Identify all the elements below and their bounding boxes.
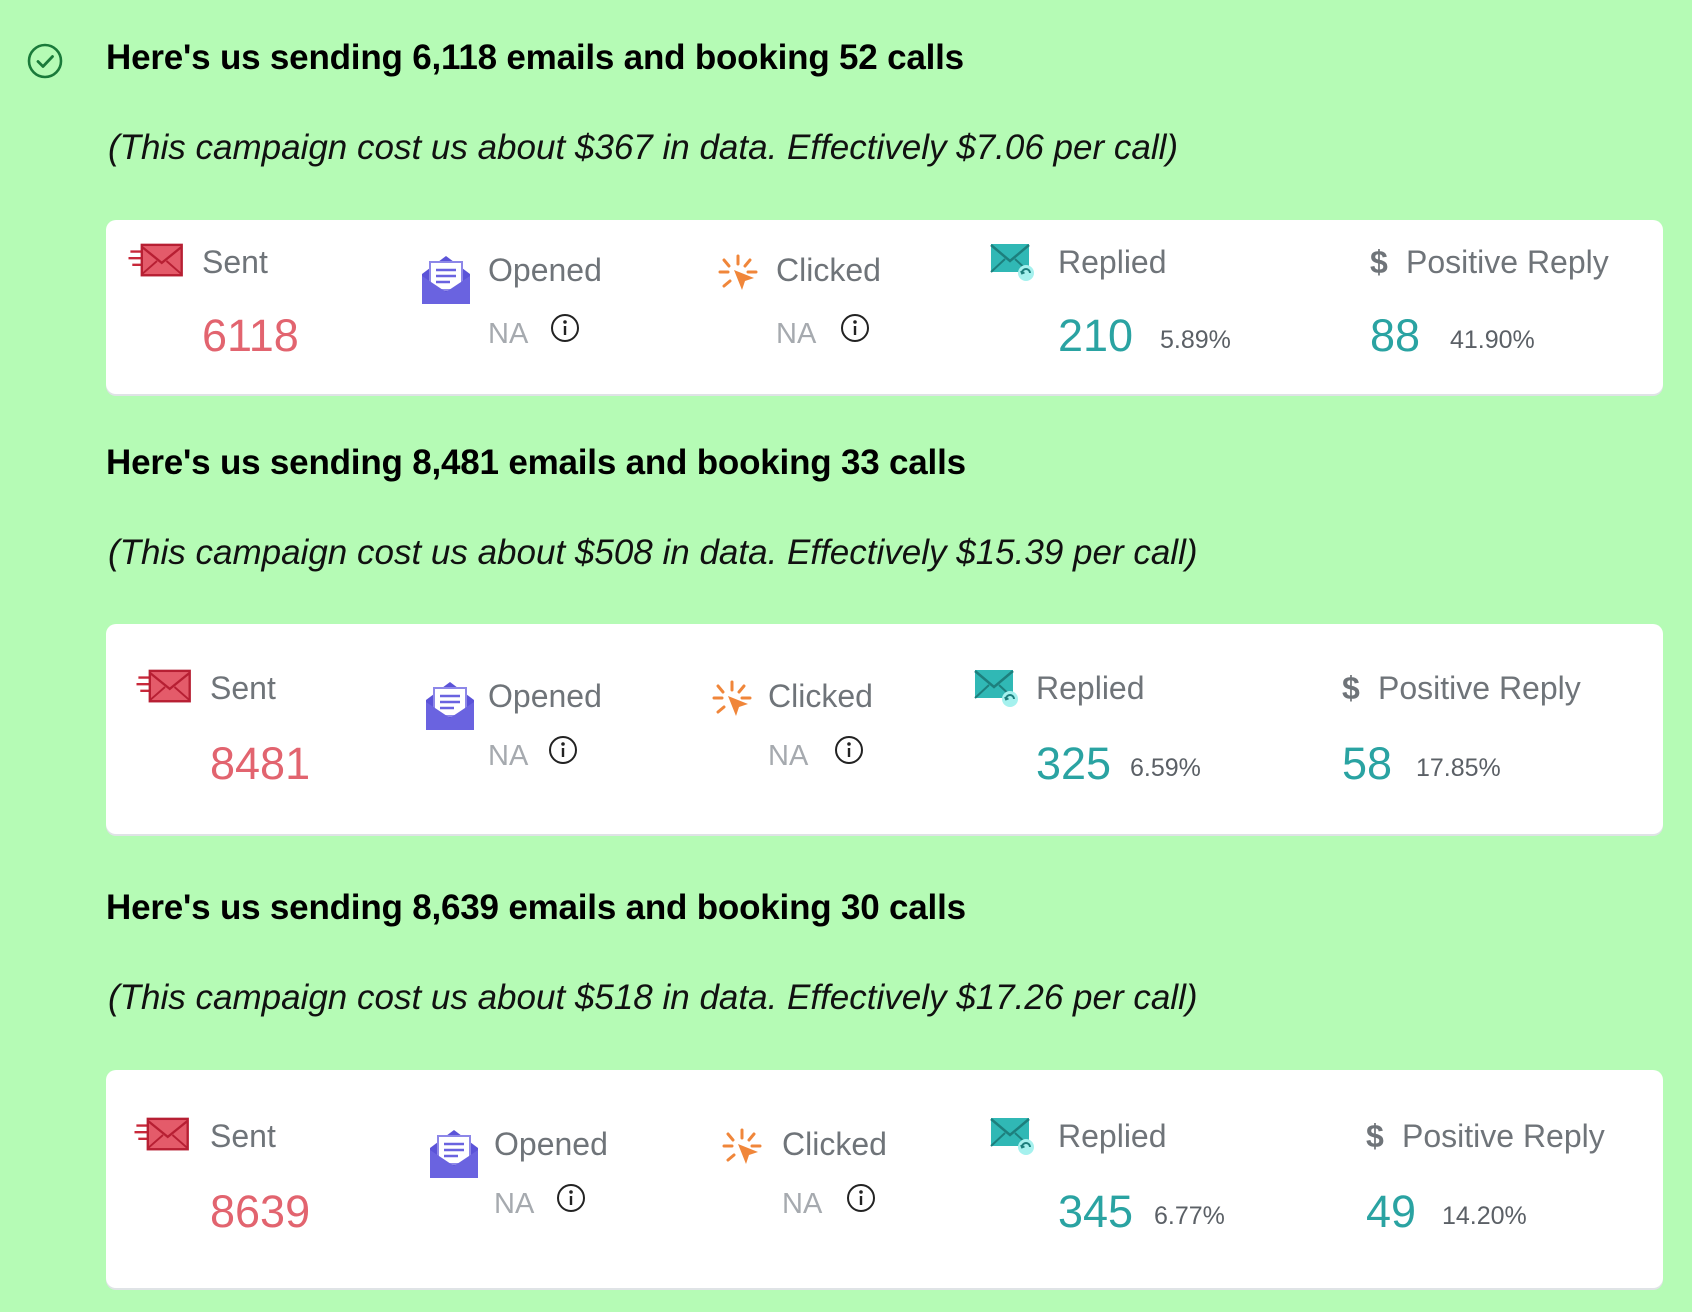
info-icon[interactable] xyxy=(550,313,580,343)
clicked-value: NA xyxy=(768,740,809,772)
opened-value: NA xyxy=(488,318,529,350)
positive-reply-value: 58 xyxy=(1342,738,1393,789)
opened-label: Opened xyxy=(494,1126,608,1162)
sent-label: Sent xyxy=(210,1118,276,1154)
open-envelope-icon xyxy=(430,1130,478,1178)
click-burst-icon xyxy=(718,254,758,290)
positive-reply-percent: 17.85% xyxy=(1416,754,1501,782)
dollar-icon: $ xyxy=(1370,244,1388,280)
reply-envelope-icon xyxy=(990,244,1034,281)
reply-envelope-icon xyxy=(974,670,1018,707)
clicked-value: NA xyxy=(776,318,817,350)
positive-reply-label: Positive Reply xyxy=(1402,1118,1605,1154)
clicked-label: Clicked xyxy=(782,1126,887,1162)
opened-label: Opened xyxy=(488,252,602,288)
replied-label: Replied xyxy=(1058,1118,1167,1154)
dollar-icon: $ xyxy=(1342,670,1360,706)
campaign-subtitle: (This campaign cost us about $367 in dat… xyxy=(108,128,1179,167)
clicked-value: NA xyxy=(782,1188,823,1220)
reply-envelope-icon xyxy=(990,1118,1034,1155)
positive-reply-percent: 14.20% xyxy=(1442,1202,1527,1230)
click-burst-icon xyxy=(722,1128,762,1164)
click-burst-icon xyxy=(712,680,752,716)
clicked-label: Clicked xyxy=(776,252,881,288)
stats-card: Sent 8481 Opened NA Clicked xyxy=(106,624,1663,834)
stats-card: Sent 8639 Opened NA Clicked xyxy=(106,1070,1663,1288)
sent-label: Sent xyxy=(202,244,268,280)
replied-percent: 5.89% xyxy=(1160,326,1231,354)
sent-value: 8639 xyxy=(210,1186,311,1237)
sent-label: Sent xyxy=(210,670,276,706)
info-icon[interactable] xyxy=(846,1183,876,1213)
opened-value: NA xyxy=(494,1188,535,1220)
sent-value: 6118 xyxy=(202,310,299,361)
replied-percent: 6.77% xyxy=(1154,1202,1225,1230)
replied-percent: 6.59% xyxy=(1130,754,1201,782)
replied-label: Replied xyxy=(1058,244,1167,280)
campaign-title: Here's us sending 8,481 emails and booki… xyxy=(106,443,966,482)
open-envelope-icon xyxy=(422,256,470,304)
opened-label: Opened xyxy=(488,678,602,714)
campaign-title: Here's us sending 8,639 emails and booki… xyxy=(106,888,966,927)
open-envelope-icon xyxy=(426,682,474,730)
campaign-title: Here's us sending 6,118 emails and booki… xyxy=(106,38,964,77)
envelope-send-icon xyxy=(128,243,183,277)
positive-reply-label: Positive Reply xyxy=(1406,244,1609,280)
replied-value: 210 xyxy=(1058,310,1134,361)
positive-reply-value: 49 xyxy=(1366,1186,1417,1237)
positive-reply-percent: 41.90% xyxy=(1450,326,1535,354)
replied-value: 345 xyxy=(1058,1186,1134,1237)
positive-reply-label: Positive Reply xyxy=(1378,670,1581,706)
envelope-send-icon xyxy=(136,669,191,703)
envelope-send-icon xyxy=(134,1117,189,1151)
info-icon[interactable] xyxy=(840,313,870,343)
positive-reply-value: 88 xyxy=(1370,310,1421,361)
info-icon[interactable] xyxy=(834,735,864,765)
stats-card: Sent 6118 Opened NA Cli xyxy=(106,220,1663,394)
clicked-label: Clicked xyxy=(768,678,873,714)
opened-value: NA xyxy=(488,740,529,772)
info-icon[interactable] xyxy=(556,1183,586,1213)
dollar-icon: $ xyxy=(1366,1118,1384,1154)
check-circle-icon xyxy=(27,43,63,79)
replied-label: Replied xyxy=(1036,670,1145,706)
campaign-subtitle: (This campaign cost us about $508 in dat… xyxy=(108,533,1198,572)
sent-value: 8481 xyxy=(210,738,311,789)
replied-value: 325 xyxy=(1036,738,1112,789)
info-icon[interactable] xyxy=(548,735,578,765)
campaign-subtitle: (This campaign cost us about $518 in dat… xyxy=(108,978,1198,1017)
